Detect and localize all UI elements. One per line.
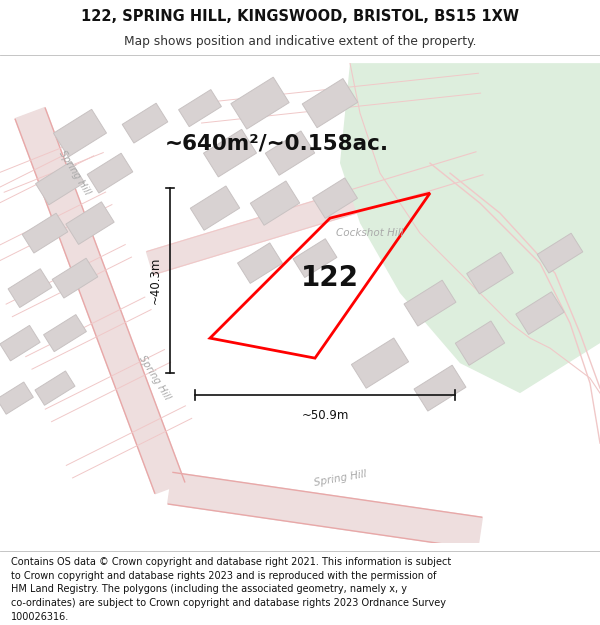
Text: Contains OS data © Crown copyright and database right 2021. This information is : Contains OS data © Crown copyright and d… (11, 557, 451, 621)
Polygon shape (404, 280, 456, 326)
Polygon shape (265, 131, 314, 175)
Polygon shape (15, 107, 185, 494)
Text: Cockshot Hill: Cockshot Hill (336, 228, 404, 238)
Polygon shape (35, 161, 85, 205)
Text: Spring Hill: Spring Hill (58, 149, 92, 197)
Polygon shape (22, 213, 68, 253)
Polygon shape (238, 243, 283, 283)
Text: 122, SPRING HILL, KINGSWOOD, BRISTOL, BS15 1XW: 122, SPRING HILL, KINGSWOOD, BRISTOL, BS… (81, 9, 519, 24)
Polygon shape (66, 202, 114, 244)
Polygon shape (302, 79, 358, 128)
Polygon shape (179, 89, 221, 127)
Polygon shape (352, 338, 409, 388)
Polygon shape (146, 152, 484, 274)
Polygon shape (231, 77, 289, 129)
Polygon shape (35, 371, 75, 405)
Polygon shape (53, 109, 106, 157)
Polygon shape (168, 472, 482, 549)
Polygon shape (467, 253, 514, 294)
Text: ~50.9m: ~50.9m (301, 409, 349, 422)
Polygon shape (414, 365, 466, 411)
Text: Spring Hill: Spring Hill (313, 469, 367, 488)
Polygon shape (0, 382, 34, 414)
Polygon shape (293, 239, 337, 278)
Polygon shape (190, 186, 239, 230)
Text: Spring Hill: Spring Hill (137, 354, 173, 402)
Polygon shape (87, 153, 133, 193)
Polygon shape (250, 181, 299, 225)
Text: Map shows position and indicative extent of the property.: Map shows position and indicative extent… (124, 35, 476, 48)
Polygon shape (516, 292, 564, 334)
Polygon shape (313, 178, 358, 218)
Text: ~640m²/~0.158ac.: ~640m²/~0.158ac. (165, 133, 389, 153)
Polygon shape (122, 103, 168, 143)
Polygon shape (0, 326, 40, 361)
Text: ~40.3m: ~40.3m (149, 257, 162, 304)
Polygon shape (52, 258, 98, 298)
Polygon shape (340, 63, 600, 393)
Text: 122: 122 (301, 264, 359, 292)
Polygon shape (537, 233, 583, 273)
Polygon shape (203, 129, 256, 177)
Polygon shape (44, 314, 86, 352)
Polygon shape (455, 321, 505, 365)
Polygon shape (8, 269, 52, 308)
